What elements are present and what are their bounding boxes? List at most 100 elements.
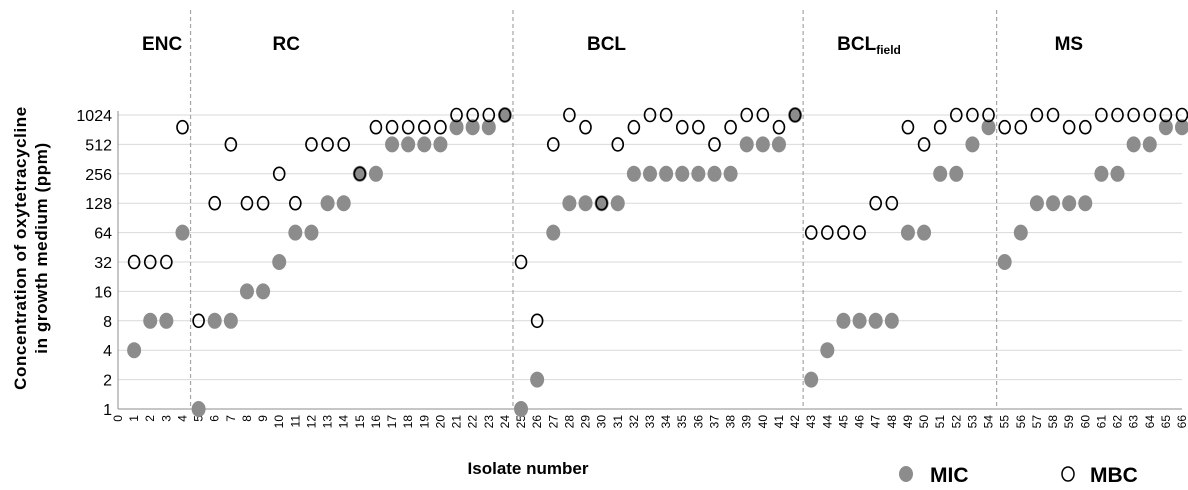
y-tick-label: 512 (85, 137, 112, 154)
legend-mbc-label: MBC (1090, 464, 1138, 487)
y-axis-title-line2: in growth medium (ppm) (32, 142, 51, 354)
axes (117, 111, 1182, 410)
x-tick-label: 0 (111, 415, 125, 422)
y-tick-label: 1 (103, 402, 112, 419)
y-tick-label: 16 (94, 284, 112, 301)
x-tick-label: 36 (691, 415, 705, 429)
mbc-point (192, 313, 205, 329)
mbc-point (1062, 119, 1076, 135)
x-tick-label: 28 (562, 415, 576, 429)
x-tick-label: 4 (175, 415, 189, 422)
mic-point (981, 119, 996, 136)
mic-point (320, 195, 335, 212)
x-tick-label: 17 (385, 415, 399, 429)
x-axis-title: Isolate number (468, 459, 589, 478)
mic-point (159, 312, 174, 329)
mbc-point (659, 107, 673, 123)
mbc-point (1111, 107, 1124, 123)
mic-point (659, 165, 674, 182)
x-tick-label: 46 (853, 415, 867, 429)
mbc-point (240, 195, 254, 211)
mic-point (191, 401, 206, 417)
x-tick-label: 63 (1127, 415, 1141, 429)
mbc-point (1159, 107, 1173, 123)
x-tick-label: 12 (304, 415, 318, 429)
x-tick-label: 43 (804, 415, 818, 429)
legend: MIC MBC (899, 464, 1138, 487)
mic-point (965, 136, 980, 153)
y-tick-label: 128 (85, 196, 112, 213)
mbc-point (369, 119, 383, 135)
mic-point (610, 195, 625, 212)
mbc-point (901, 119, 915, 135)
mic-point (143, 312, 158, 329)
mic-point (530, 371, 545, 388)
mbc-point (821, 225, 834, 240)
x-tick-label: 6 (208, 415, 222, 422)
mbc-point (321, 137, 334, 152)
x-tick-label: 1 (127, 415, 141, 422)
mbc-point (498, 107, 512, 123)
mbc-point (1095, 107, 1108, 123)
mic-point (433, 136, 448, 153)
mic-point (272, 254, 287, 270)
mic-point (1126, 136, 1141, 153)
mbc-point (869, 195, 882, 211)
x-tick-label: 64 (1143, 415, 1157, 429)
mic-point (868, 312, 883, 329)
mbc-point (160, 254, 173, 270)
mic-point (755, 136, 770, 153)
mic-point (368, 165, 383, 182)
x-tick-label: 55 (998, 415, 1012, 429)
mbc-point (546, 137, 560, 152)
mbc-point (337, 137, 350, 152)
mic-point (1078, 195, 1093, 212)
mbc-point (272, 166, 286, 182)
mic-point (1142, 136, 1157, 153)
x-tick-label: 40 (756, 415, 770, 429)
mbc-point (401, 119, 415, 135)
x-tick-label: 48 (885, 415, 899, 429)
mbc-series (127, 107, 1188, 329)
group-separators (189, 10, 998, 409)
x-tick-label: 42 (788, 415, 802, 429)
x-tick-label: 66 (1175, 415, 1188, 429)
x-tick-label: 19 (417, 415, 431, 429)
mic-point (917, 224, 932, 241)
mbc-point (1030, 107, 1044, 123)
x-tick-label: 53 (965, 415, 979, 429)
group-labels: ENC RC BCL BCLfield MS (142, 34, 1083, 57)
legend-mic-label: MIC (930, 464, 969, 487)
mbc-point (353, 166, 367, 182)
x-tick-label: 35 (675, 415, 689, 429)
mic-point (707, 165, 722, 182)
x-tick-label: 7 (224, 415, 238, 422)
mbc-point (143, 254, 157, 270)
mbc-point (917, 137, 931, 152)
mbc-point (1046, 107, 1060, 123)
mic-point (997, 254, 1012, 270)
mbc-point (982, 107, 995, 123)
mbc-point (611, 137, 625, 152)
mic-point (449, 119, 464, 136)
mbc-point (966, 107, 979, 123)
group-label: ENC (142, 34, 182, 55)
y-tick-label: 32 (94, 255, 112, 272)
x-tick-label: 5 (192, 415, 206, 422)
mbc-point (998, 119, 1011, 135)
mbc-point (127, 254, 141, 270)
mbc-point (418, 119, 431, 135)
x-tick-label: 65 (1159, 415, 1173, 429)
mbc-point (1143, 107, 1157, 123)
mbc-point (772, 119, 786, 135)
x-tick-label: 10 (272, 415, 286, 429)
mic-point (900, 224, 915, 241)
x-tick-label: 52 (949, 415, 963, 429)
group-label: BCLfield (837, 34, 901, 57)
mbc-point (1014, 119, 1028, 135)
mbc-point (595, 195, 608, 211)
x-tick-label: 41 (772, 415, 786, 429)
mic-point (1175, 119, 1188, 136)
mic-point (836, 312, 851, 329)
mic-point (336, 195, 351, 212)
